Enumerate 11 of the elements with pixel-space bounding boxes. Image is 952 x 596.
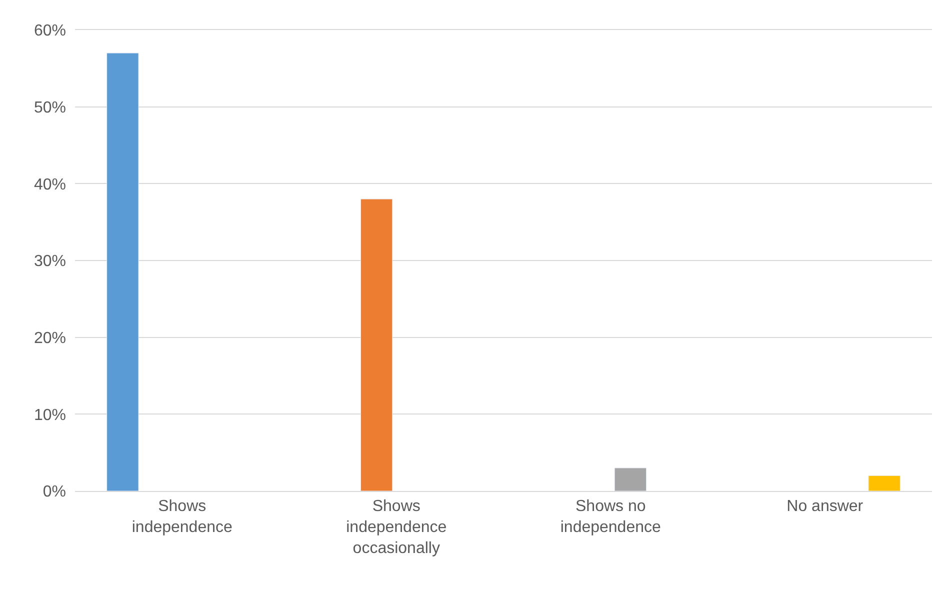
x-tick-label: No answer — [786, 498, 864, 516]
x-tick-label: Shows independence occasionally — [346, 498, 447, 557]
x-tick-label: Shows independence — [132, 498, 232, 536]
y-tick-label: 10% — [34, 406, 66, 424]
y-tick-label: 20% — [34, 330, 66, 347]
y-tick-label: 40% — [34, 176, 66, 194]
x-tick-label: Shows no independence — [560, 498, 661, 536]
y-tick-label: 60% — [34, 22, 66, 40]
y-tick-label: 50% — [34, 99, 66, 116]
y-tick-label: 0% — [42, 484, 66, 501]
y-tick-label: 30% — [34, 253, 66, 270]
